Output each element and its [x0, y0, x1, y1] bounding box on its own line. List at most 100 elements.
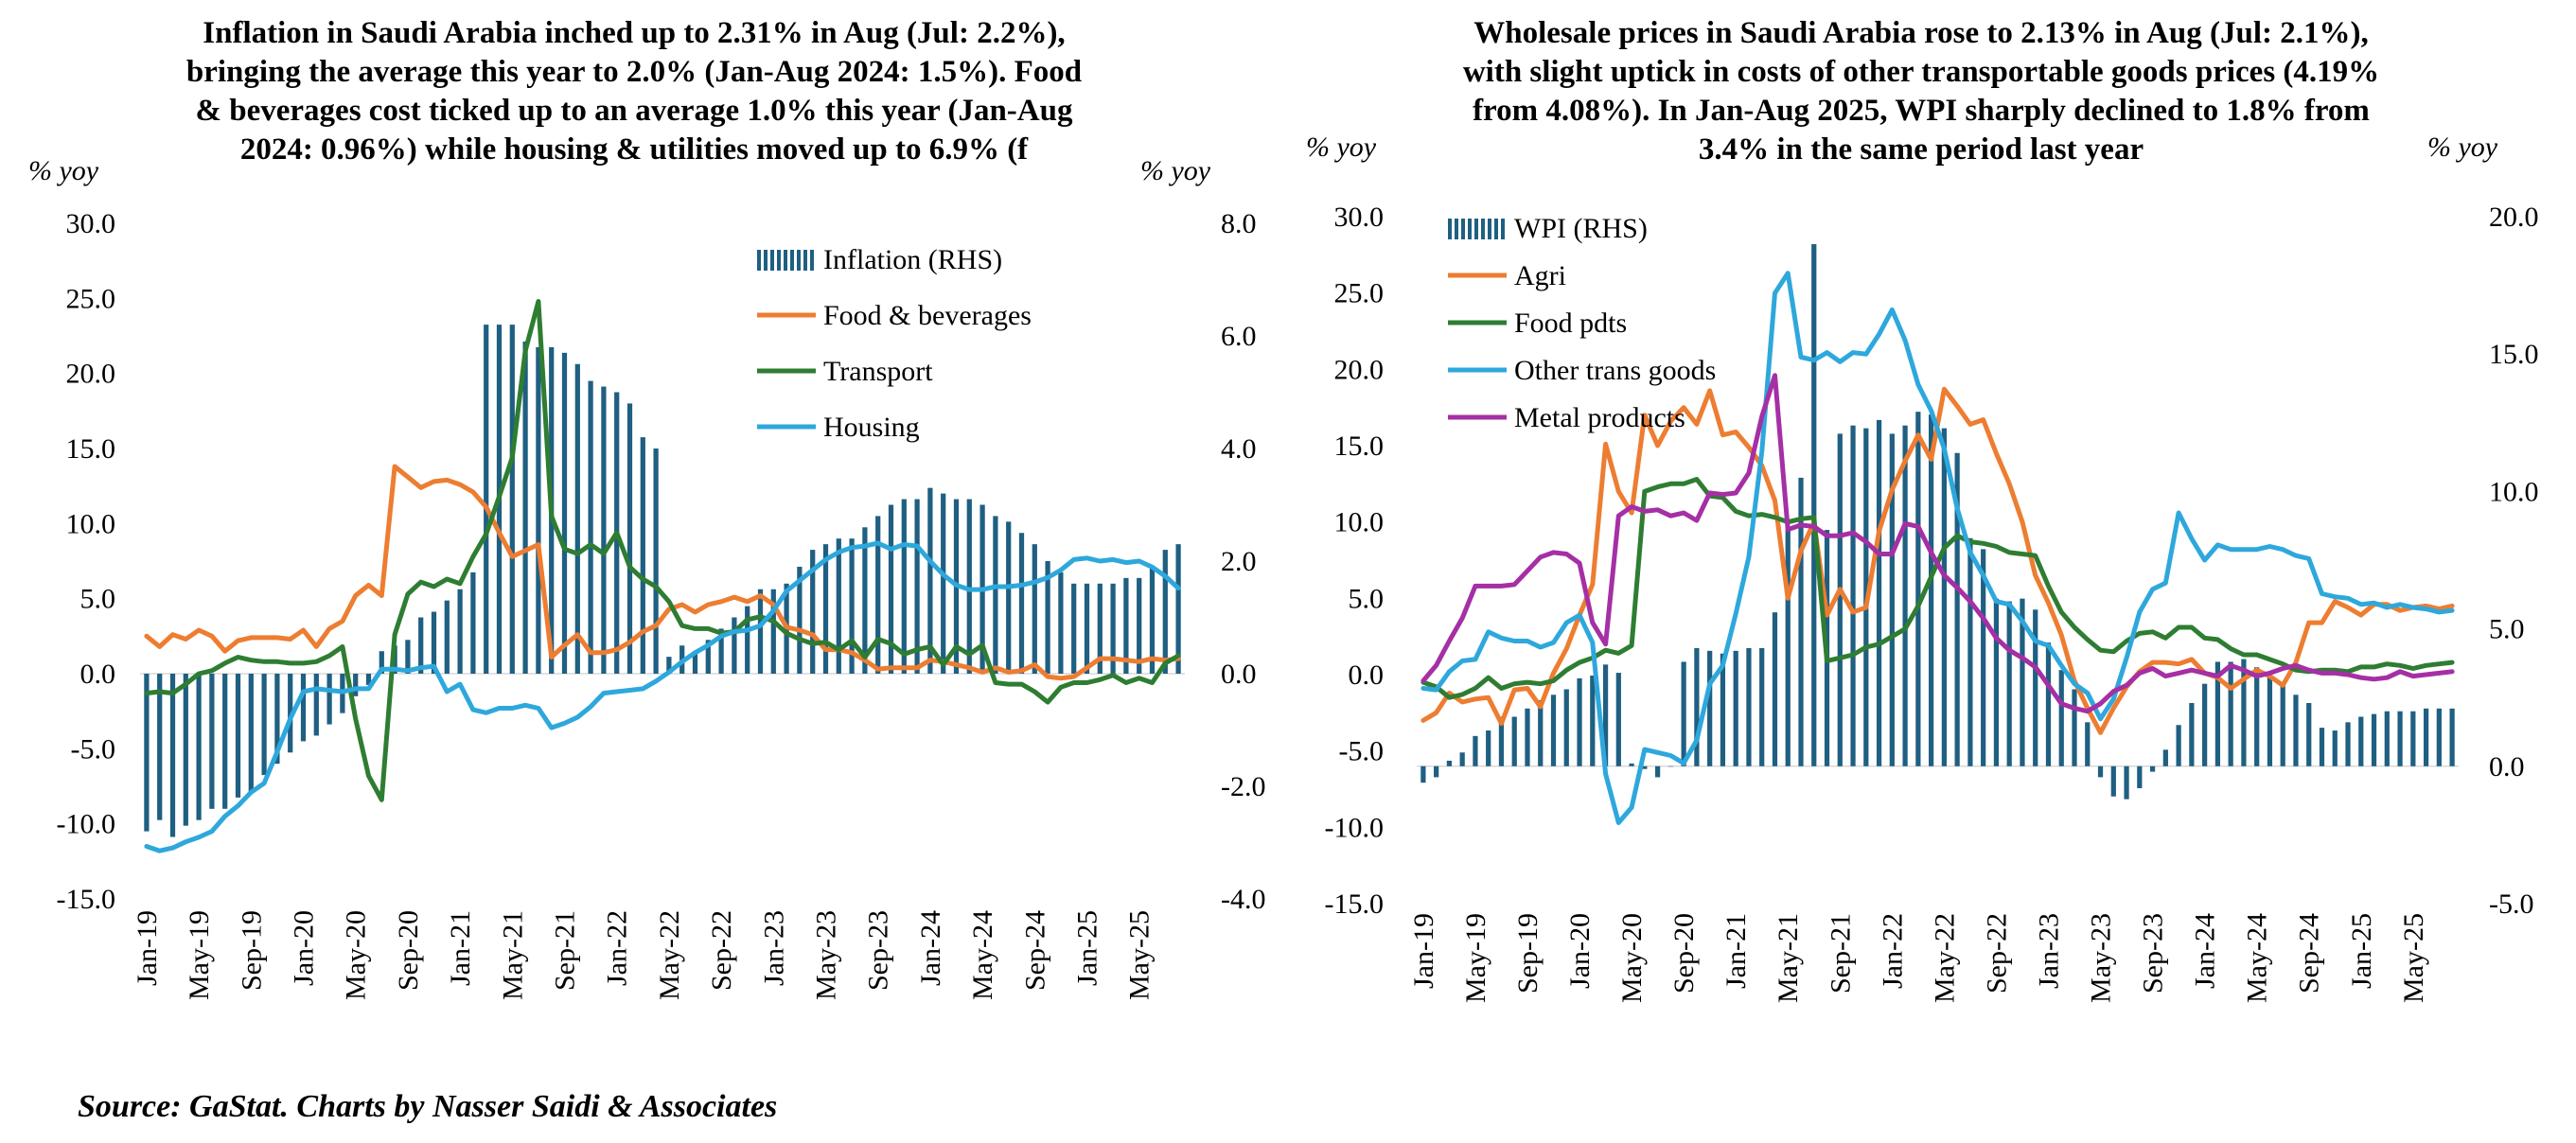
wpi-legend-bar-swatch — [1448, 219, 1452, 239]
cpi-right-tick-label: -2.0 — [1221, 771, 1266, 802]
wpi-bar — [2332, 730, 2338, 766]
wpi-bar — [1654, 765, 1661, 778]
wpi-x-tick-label: Sep-19 — [1512, 913, 1544, 994]
cpi-legend: Inflation (RHS) Food & beverages Transport… — [757, 244, 1032, 443]
wpi-bar — [2306, 703, 2312, 766]
wpi-plot-area: 30.0 25.0 20.0 15.0 10.0 5.0 0.0 -5.0 -10.0 -15.0… — [1325, 202, 2539, 1003]
cpi-title-line-4: 2024: 0.96%) while housing & utilities m… — [240, 132, 1029, 167]
cpi-bar — [222, 674, 228, 809]
wpi-bar — [1525, 708, 1530, 766]
wpi-bar — [2397, 711, 2403, 766]
cpi-bar — [379, 651, 384, 674]
cpi-bar — [810, 550, 816, 674]
wpi-bar — [1538, 700, 1544, 766]
wpi-bar — [2162, 749, 2168, 766]
wpi-bar — [2267, 675, 2273, 766]
wpi-x-tick-label: May-22 — [1929, 913, 1960, 1003]
wpi-line-metal-products — [1420, 373, 2455, 714]
wpi-right-tick-label: 20.0 — [2489, 202, 2539, 233]
wpi-legend-label: Agri — [1514, 260, 1566, 291]
cpi-bar — [745, 606, 750, 674]
cpi-title-line-1: Inflation in Saudi Arabia inched up to 2… — [203, 16, 1065, 50]
cpi-bar — [822, 544, 829, 674]
wpi-bar — [2293, 695, 2299, 766]
cpi-bar — [484, 325, 489, 674]
cpi-right-tick-label: 8.0 — [1221, 208, 1257, 239]
cpi-x-tick-label: Sep-24 — [1019, 910, 1050, 991]
cpi-legend-label: Transport — [823, 356, 933, 387]
wpi-bar — [2345, 722, 2351, 766]
wpi-bar — [1498, 716, 1505, 766]
wpi-bar — [1550, 695, 1557, 766]
cpi-right-axis-unit: % yoy — [1140, 155, 1211, 186]
wpi-legend-bar-swatch — [1468, 219, 1472, 239]
wpi-bar — [1837, 433, 1843, 766]
wpi-x-tick-label: Sep-20 — [1668, 913, 1700, 994]
cpi-bar — [705, 640, 711, 674]
wpi-bar — [2149, 765, 2156, 772]
wpi-bar — [2449, 708, 2455, 766]
cpi-bar — [274, 674, 280, 765]
cpi-x-tick-label: Sep-22 — [706, 910, 737, 991]
wpi-bar — [2214, 661, 2221, 766]
wpi-x-tick-label: Jan-19 — [1408, 913, 1439, 989]
wpi-bar — [1981, 549, 1986, 766]
cpi-x-tick-label: Sep-19 — [236, 910, 267, 991]
wpi-left-tick-label: 10.0 — [1334, 507, 1385, 538]
wpi-x-tick-label: Sep-22 — [1981, 913, 2012, 994]
cpi-legend-bar-swatch — [784, 250, 787, 271]
cpi-x-tick-label: Jan-24 — [915, 910, 946, 986]
wpi-bar — [2137, 765, 2143, 789]
wpi-bar — [2410, 711, 2416, 766]
cpi-bar — [757, 589, 764, 674]
wpi-bar — [1563, 689, 1569, 766]
wpi-bar — [1707, 650, 1713, 766]
cpi-bar — [1006, 521, 1012, 674]
wpi-legend: WPI (RHS) Agri Food pdts Other trans goods M… — [1448, 213, 1716, 433]
cpi-bar — [1097, 583, 1103, 674]
cpi-right-tick-label: 2.0 — [1221, 546, 1257, 577]
cpi-left-tick-label: 25.0 — [66, 283, 116, 314]
wpi-x-tick-label: Jan-20 — [1564, 913, 1596, 989]
wpi-bar — [2202, 683, 2208, 766]
wpi-bar — [2241, 659, 2247, 766]
wpi-left-tick-label: 5.0 — [1349, 583, 1385, 614]
wpi-bar — [1772, 612, 1778, 766]
wpi-right-tick-label: 5.0 — [2489, 614, 2525, 645]
cpi-bar — [941, 493, 946, 674]
cpi-bar — [849, 538, 855, 674]
cpi-bar — [901, 499, 907, 674]
cpi-left-tick-label: 10.0 — [66, 508, 116, 539]
wpi-bar — [1434, 765, 1439, 778]
cpi-line-housing — [144, 540, 1181, 853]
cpi-left-tick-label: 30.0 — [66, 208, 116, 239]
wpi-bar — [1602, 664, 1609, 766]
wpi-title-line-2: with slight uptick in costs of other tra… — [1463, 55, 2379, 89]
wpi-left-tick-label: 0.0 — [1349, 659, 1385, 691]
cpi-bar — [1175, 544, 1181, 674]
cpi-bar — [993, 516, 998, 674]
cpi-bar — [927, 487, 933, 674]
cpi-bar — [326, 674, 332, 725]
wpi-right-axis-unit: % yoy — [2427, 132, 2498, 163]
wpi-legend-label: WPI (RHS) — [1514, 213, 1648, 244]
wpi-legend-bar-swatch — [1481, 219, 1485, 239]
cpi-bar — [288, 674, 293, 753]
cpi-right-tick-label: 4.0 — [1221, 433, 1257, 465]
wpi-left-tick-label: -15.0 — [1325, 888, 1385, 920]
cpi-x-tick-label: May-25 — [1124, 910, 1156, 1000]
cpi-legend-bar-swatch — [757, 250, 761, 271]
cpi-bar — [470, 572, 476, 674]
wpi-right-tick-label: 10.0 — [2489, 476, 2539, 507]
wpi-bar — [2371, 713, 2377, 766]
cpi-right-tick-label: 6.0 — [1221, 321, 1257, 352]
cpi-x-tick-label: May-22 — [654, 910, 685, 1000]
wpi-legend-bar-swatch — [1474, 219, 1478, 239]
wpi-bar — [1720, 653, 1726, 766]
cpi-legend-bar-swatch — [790, 250, 794, 271]
cpi-bar — [209, 674, 215, 809]
cpi-bar — [248, 674, 254, 792]
cpi-bar — [1123, 577, 1129, 674]
cpi-left-axis-unit: % yoy — [28, 155, 99, 186]
wpi-x-tick-label: May-21 — [1773, 913, 1804, 1003]
